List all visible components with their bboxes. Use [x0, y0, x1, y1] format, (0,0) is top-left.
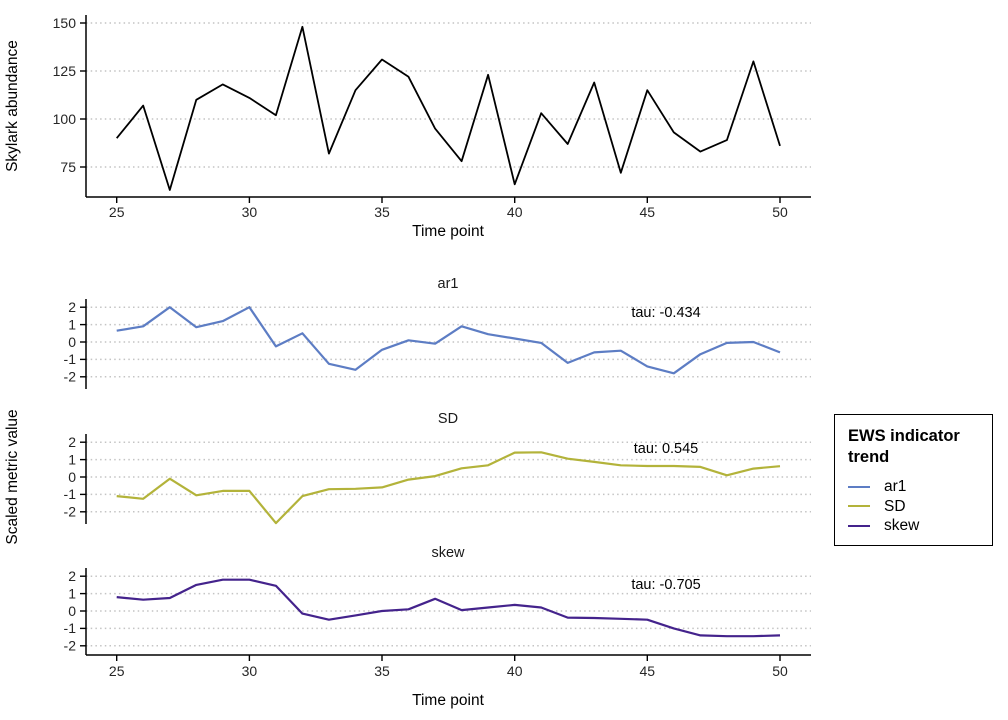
y-tick-label: 75: [60, 159, 76, 175]
y-tick-label: 1: [68, 316, 76, 332]
x-tick-label: 45: [640, 204, 656, 220]
bottom-y-axis-title: Scaled metric value: [4, 409, 21, 544]
y-tick-label: 150: [53, 15, 77, 31]
y-tick-label: -2: [64, 504, 77, 520]
x-tick-label: 30: [242, 204, 258, 220]
legend-key-line-SD: [848, 505, 870, 508]
y-tick-label: 1: [68, 585, 76, 601]
y-tick-label: -1: [64, 351, 77, 367]
ar1-line: [116, 306, 781, 375]
x-tick-label: 25: [109, 204, 125, 220]
legend-item-ar1: ar1: [848, 477, 984, 497]
y-tick-label: -1: [64, 486, 77, 502]
x-tick-label: 40: [507, 663, 523, 679]
x-tick-label: 50: [772, 204, 788, 220]
legend-key-line-skew: [848, 524, 870, 527]
legend-item-skew: skew: [848, 516, 984, 536]
legend-key-line-ar1: [848, 485, 870, 488]
x-tick-label: 30: [242, 663, 258, 679]
y-tick-label: 0: [68, 334, 76, 350]
y-tick-label: 2: [68, 568, 76, 584]
tau-annotation-sd: tau: 0.545: [634, 441, 699, 457]
facet-title-ar1: ar1: [438, 276, 459, 292]
abundance-line: [116, 25, 781, 191]
legend-item-SD: SD: [848, 497, 984, 517]
skew-line: [116, 578, 781, 638]
y-tick-label: -2: [64, 638, 77, 654]
top-x-axis-title: Time point: [412, 223, 484, 240]
legend-label-SD: SD: [884, 497, 906, 515]
facet-title-sd: SD: [438, 411, 458, 427]
legend-items: ar1 SD skew: [848, 477, 984, 536]
x-tick-label: 25: [109, 663, 125, 679]
legend-label-ar1: ar1: [884, 478, 907, 495]
y-tick-label: 125: [53, 63, 77, 79]
tau-annotation-ar1: tau: -0.434: [631, 305, 700, 321]
y-tick-label: 100: [53, 111, 77, 127]
y-tick-label: -2: [64, 369, 77, 385]
y-tick-label: 2: [68, 299, 76, 315]
x-tick-label: 45: [640, 663, 656, 679]
y-tick-label: 0: [68, 603, 76, 619]
legend-label-skew: skew: [884, 517, 920, 534]
x-tick-label: 50: [772, 663, 788, 679]
x-tick-label: 35: [374, 663, 390, 679]
y-tick-label: 0: [68, 469, 76, 485]
bottom-x-axis-title: Time point: [412, 692, 484, 709]
SD-line: [116, 451, 781, 525]
top-y-axis-title: Skylark abundance: [4, 40, 21, 172]
x-tick-label: 35: [374, 204, 390, 220]
y-tick-label: 1: [68, 451, 76, 467]
y-tick-label: 2: [68, 434, 76, 450]
legend: EWS indicator trend ar1 SD skew: [834, 414, 993, 546]
legend-title: EWS indicator trend: [848, 427, 960, 466]
y-tick-label: -1: [64, 620, 77, 636]
facet-title-skew: skew: [431, 545, 465, 561]
tau-annotation-skew: tau: -0.705: [631, 577, 700, 593]
x-tick-label: 40: [507, 204, 523, 220]
